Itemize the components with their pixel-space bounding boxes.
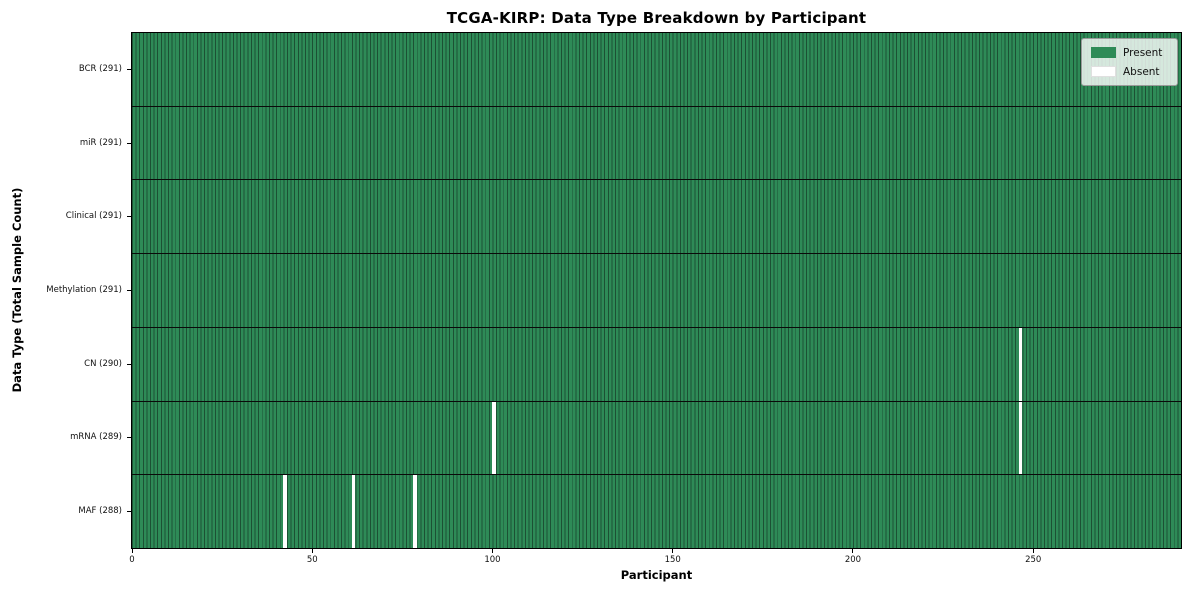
legend: Present Absent bbox=[1081, 38, 1178, 86]
legend-label: Present bbox=[1123, 46, 1163, 59]
absent-cell-mRNA-246 bbox=[1018, 401, 1023, 475]
y-axis-tick-label: Methylation (291) bbox=[46, 285, 122, 295]
chart-title: TCGA-KIRP: Data Type Breakdown by Partic… bbox=[446, 9, 867, 27]
x-axis-tick-label: 200 bbox=[844, 555, 862, 565]
y-axis-tick-label: CN (290) bbox=[84, 358, 122, 369]
x-axis-tick-0 bbox=[131, 549, 133, 553]
y-axis-tick-miR bbox=[127, 142, 131, 144]
row-CN bbox=[132, 327, 1181, 402]
y-axis-tick-label: BCR (291) bbox=[78, 64, 122, 75]
legend-label: Absent bbox=[1123, 65, 1160, 78]
x-axis-tick-label: 250 bbox=[1025, 555, 1042, 565]
y-axis-tick-BCR bbox=[127, 69, 131, 71]
y-axis-tick-Methylation bbox=[127, 290, 131, 291]
plot-area bbox=[131, 32, 1182, 549]
x-axis-tick-250 bbox=[1032, 549, 1034, 553]
absent-cell-MAF-42 bbox=[283, 475, 287, 549]
legend-item-present: Present bbox=[1091, 45, 1168, 60]
absent-cell-CN-246 bbox=[1018, 327, 1023, 401]
y-axis-tick-Clinical bbox=[127, 216, 131, 218]
x-axis-tick-100 bbox=[491, 549, 493, 553]
y-axis-tick-label: Clinical (291) bbox=[65, 211, 122, 222]
row-Methylation bbox=[132, 254, 1181, 328]
x-axis-tick-150 bbox=[672, 549, 674, 553]
y-axis-tick-mRNA bbox=[127, 437, 131, 439]
x-axis-tick-label: 150 bbox=[664, 555, 681, 565]
row-miR bbox=[132, 106, 1181, 181]
y-axis-tick-label: MAF (288) bbox=[78, 505, 122, 516]
x-axis-tick-50 bbox=[311, 549, 313, 553]
row-mRNA bbox=[132, 401, 1181, 476]
y-axis-tick-label: miR (291) bbox=[79, 137, 122, 148]
legend-item-absent: Absent bbox=[1091, 64, 1168, 79]
row-BCR bbox=[132, 33, 1181, 107]
y-axis-label: Data Type (Total Sample Count) bbox=[10, 187, 24, 393]
row-Clinical bbox=[132, 180, 1181, 255]
y-axis-tick-MAF bbox=[127, 510, 131, 512]
x-axis-tick-label: 50 bbox=[306, 555, 318, 565]
y-axis-tick-CN bbox=[127, 363, 131, 365]
legend-swatch-present bbox=[1091, 47, 1116, 58]
x-axis-tick-200 bbox=[852, 549, 854, 553]
row-MAF bbox=[132, 475, 1181, 549]
absent-cell-MAF-78 bbox=[413, 475, 417, 549]
x-axis-tick-label: 0 bbox=[129, 555, 135, 565]
absent-cell-MAF-61 bbox=[351, 475, 356, 549]
x-axis-label: Participant bbox=[620, 568, 693, 582]
legend-swatch-absent bbox=[1091, 66, 1116, 77]
y-axis-tick-label: mRNA (289) bbox=[70, 432, 122, 443]
x-axis-tick-label: 100 bbox=[484, 555, 501, 565]
absent-cell-mRNA-100 bbox=[492, 401, 497, 475]
